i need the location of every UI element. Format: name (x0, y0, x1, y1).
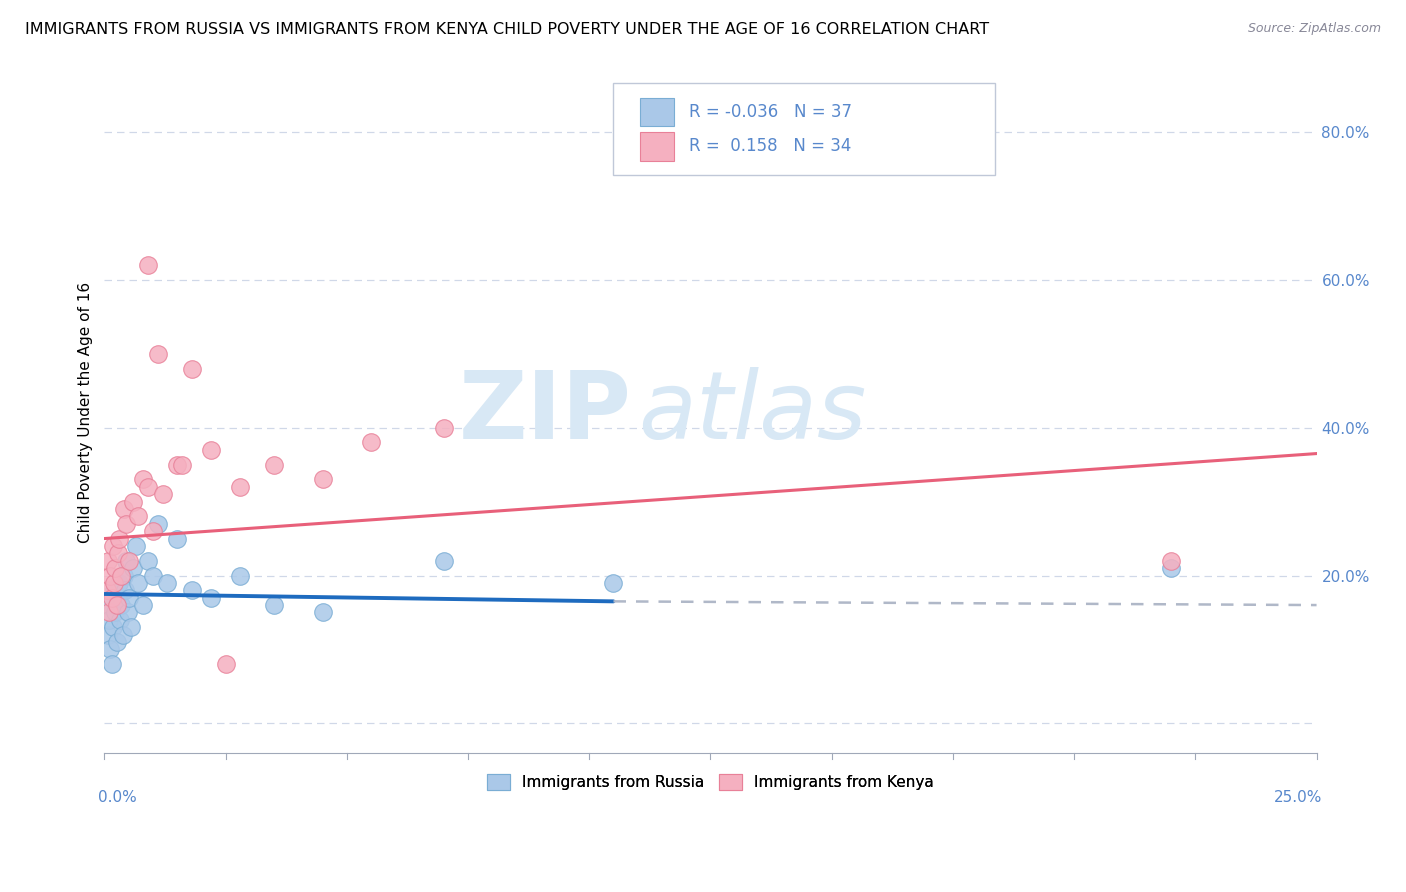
Point (98, 606, 121, 620)
Text: R =  0.158   N = 34: R = 0.158 N = 34 (689, 137, 851, 155)
Text: atlas: atlas (638, 368, 866, 458)
Point (602, 575, 624, 590)
Point (263, 598, 285, 612)
Point (156, 575, 179, 590)
Point (166, 532, 188, 546)
Point (122, 494, 145, 508)
Point (132, 472, 155, 486)
Point (1160, 554, 1182, 568)
Point (136, 480, 159, 494)
Text: Source: ZipAtlas.com: Source: ZipAtlas.com (1247, 22, 1381, 36)
Point (229, 568, 252, 582)
Text: R = -0.036   N = 37: R = -0.036 N = 37 (689, 103, 852, 121)
Point (101, 620, 124, 634)
Point (146, 347, 169, 361)
Point (1160, 561, 1182, 575)
Point (263, 458, 285, 472)
Point (125, 539, 148, 553)
Point (142, 524, 165, 538)
Point (112, 568, 135, 582)
Point (100, 591, 122, 605)
Point (108, 532, 131, 546)
Point (108, 575, 131, 590)
Point (96, 583, 118, 598)
FancyBboxPatch shape (640, 97, 673, 126)
Point (107, 546, 129, 560)
Y-axis label: Child Poverty Under the Age of 16: Child Poverty Under the Age of 16 (79, 283, 93, 543)
Point (104, 606, 127, 620)
Point (142, 568, 165, 582)
Point (114, 583, 136, 598)
Point (214, 657, 236, 672)
Point (117, 606, 139, 620)
FancyBboxPatch shape (640, 132, 673, 161)
Point (105, 635, 128, 649)
Point (229, 480, 252, 494)
Point (136, 554, 159, 568)
Point (110, 598, 132, 612)
Text: 25.0%: 25.0% (1274, 790, 1323, 805)
Point (101, 539, 124, 553)
Point (180, 583, 202, 598)
Point (122, 561, 145, 575)
Point (360, 435, 382, 450)
Point (98, 568, 121, 582)
Text: IMMIGRANTS FROM RUSSIA VS IMMIGRANTS FROM KENYA CHILD POVERTY UNDER THE AGE OF 1: IMMIGRANTS FROM RUSSIA VS IMMIGRANTS FRO… (25, 22, 990, 37)
Text: 0.0%: 0.0% (98, 790, 136, 805)
Point (117, 591, 139, 605)
Point (112, 502, 135, 516)
Point (103, 583, 125, 598)
Point (96, 598, 118, 612)
Point (104, 561, 127, 575)
Point (120, 620, 142, 634)
Point (105, 598, 128, 612)
Point (170, 458, 193, 472)
Point (117, 554, 139, 568)
Point (311, 472, 333, 486)
Point (108, 613, 131, 627)
Point (146, 516, 169, 531)
Point (132, 598, 155, 612)
Point (110, 568, 132, 582)
Text: ZIP: ZIP (458, 367, 631, 458)
Point (115, 554, 138, 568)
Point (100, 657, 122, 672)
Point (127, 575, 149, 590)
Point (180, 361, 202, 376)
Point (107, 591, 129, 605)
Point (200, 442, 222, 457)
FancyBboxPatch shape (613, 83, 995, 175)
Point (98, 613, 121, 627)
Point (115, 516, 138, 531)
Point (433, 554, 456, 568)
Point (136, 258, 159, 272)
Point (98, 642, 121, 657)
Point (311, 606, 333, 620)
Point (166, 458, 188, 472)
Point (433, 420, 456, 434)
Point (97, 627, 120, 641)
Point (103, 575, 125, 590)
Point (152, 487, 174, 501)
Point (127, 509, 149, 524)
Point (200, 591, 222, 605)
Point (97, 554, 120, 568)
Point (111, 627, 134, 641)
Legend: Immigrants from Russia, Immigrants from Kenya: Immigrants from Russia, Immigrants from … (481, 768, 941, 797)
